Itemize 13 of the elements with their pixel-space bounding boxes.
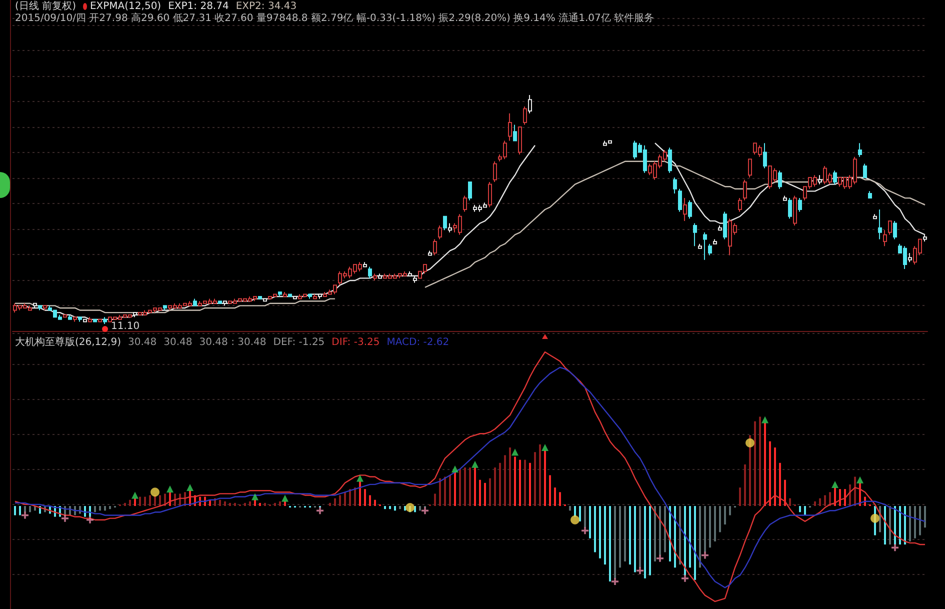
legend-title: EXPMA(12,50) [90,1,162,12]
chart-title: (日线 前复权) [15,1,76,12]
text: DEF: -1.25 [273,337,325,348]
text: 30.48 [128,337,157,348]
text: DIF: -3.25 [332,337,380,348]
text: 30.48 [164,337,192,348]
text: 30.48 : 30.48 [199,337,266,348]
chart-subtitle: 2015/09/10/四 开27.98 高29.60 低27.31 收27.60 量97848.8 额2.79亿 幅-0.33(-1.18%) 振2.29(8.20%) 换9.14% 流通1.07亿 软件服务 [15,13,654,24]
text: EXP2: 34.43 [236,1,297,12]
text: EXP1: 28.74 [168,1,229,12]
chart-title: 大机构至尊版(26,12,9) [15,337,121,348]
text: MACD: -2.62 [386,337,450,348]
annotation: 11.10 [111,321,140,333]
